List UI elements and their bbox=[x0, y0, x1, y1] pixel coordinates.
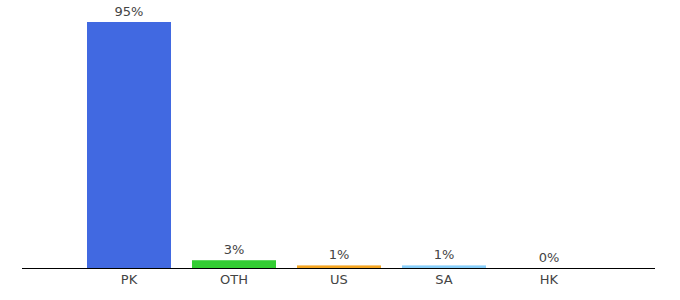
data-label: 95% bbox=[115, 4, 144, 19]
category-label: SA bbox=[435, 272, 452, 287]
bar bbox=[87, 22, 171, 268]
bars bbox=[87, 22, 486, 268]
data-label: 0% bbox=[539, 250, 560, 265]
bar bbox=[192, 260, 276, 268]
data-label: 3% bbox=[224, 242, 245, 257]
data-label: 1% bbox=[329, 247, 350, 262]
category-label: HK bbox=[540, 272, 559, 287]
bar bbox=[297, 265, 381, 268]
category-label: OTH bbox=[220, 272, 248, 287]
data-label: 1% bbox=[434, 247, 455, 262]
category-label: US bbox=[330, 272, 348, 287]
chart-svg: 95% PK 3% OTH 1% US 1% SA 0% HK bbox=[0, 0, 680, 300]
chart-container: 95% PK 3% OTH 1% US 1% SA 0% HK bbox=[0, 0, 680, 300]
bar bbox=[507, 268, 591, 269]
category-label: PK bbox=[121, 272, 138, 287]
labels: 95% PK 3% OTH 1% US 1% SA 0% HK bbox=[115, 4, 560, 287]
x-axis-line bbox=[22, 268, 655, 269]
bar bbox=[402, 265, 486, 268]
